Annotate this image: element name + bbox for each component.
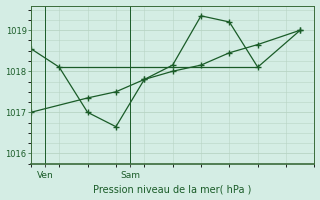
X-axis label: Pression niveau de la mer( hPa ): Pression niveau de la mer( hPa ) [93,184,252,194]
